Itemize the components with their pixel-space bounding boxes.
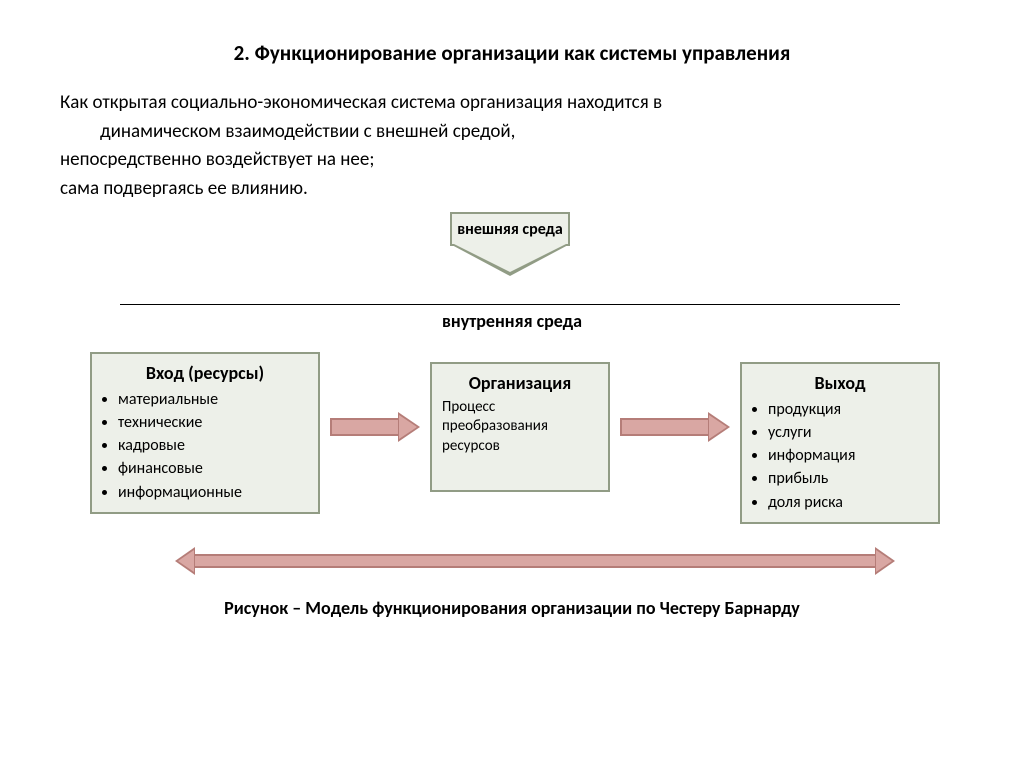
feedback-double-arrow	[175, 547, 895, 575]
input-list: материальные технические кадровые финанс…	[102, 388, 308, 504]
intro-line-1: Как открытая социально-экономическая сис…	[60, 90, 964, 116]
down-arrow-icon	[450, 244, 570, 276]
list-item: доля риска	[768, 491, 928, 514]
slide-title: 2. Функционирование организации как сист…	[60, 40, 964, 66]
arrow-org-to-output	[620, 412, 730, 442]
org-subtitle: Процесс преобразования ресурсов	[442, 398, 598, 457]
list-item: технические	[118, 411, 308, 434]
output-box: Выход продукция услуги информация прибыл…	[740, 362, 940, 524]
output-title: Выход	[752, 372, 928, 394]
list-item: информация	[768, 444, 928, 467]
divider-line	[120, 304, 900, 305]
arrow-input-to-org	[330, 412, 420, 442]
list-item: кадровые	[118, 434, 308, 457]
list-item: информационные	[118, 481, 308, 504]
list-item: продукция	[768, 398, 928, 421]
org-box: Организация Процесс преобразования ресур…	[430, 362, 610, 492]
list-item: финансовые	[118, 457, 308, 480]
figure-caption: Рисунок – Модель функционирования органи…	[60, 597, 964, 619]
list-item: прибыль	[768, 467, 928, 490]
intro-line-3: сама подвергаясь ее влиянию.	[60, 176, 964, 202]
diagram: внешняя среда внутренняя среда Вход (рес…	[60, 212, 964, 652]
internal-env-label: внутренняя среда	[60, 310, 964, 332]
intro-line-1b: динамическом взаимодействии с внешней ср…	[100, 120, 964, 143]
list-item: услуги	[768, 421, 928, 444]
list-item: материальные	[118, 388, 308, 411]
input-title: Вход (ресурсы)	[102, 362, 308, 384]
intro-line-2: непосредственно воздействует на нее;	[60, 147, 964, 173]
output-list: продукция услуги информация прибыль доля…	[752, 398, 928, 514]
external-env-arrow: внешняя среда	[440, 212, 580, 276]
org-title: Организация	[442, 372, 598, 394]
external-env-label: внешняя среда	[450, 212, 570, 246]
input-box: Вход (ресурсы) материальные технические …	[90, 352, 320, 514]
